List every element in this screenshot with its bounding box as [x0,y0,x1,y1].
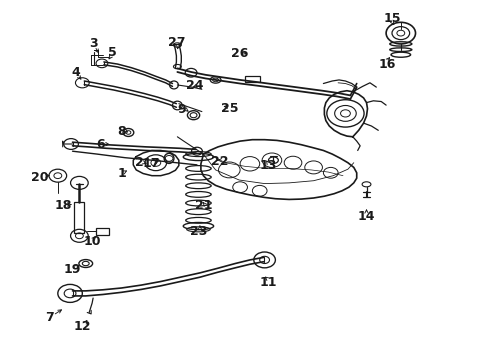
Text: 15: 15 [383,12,401,25]
Text: 8: 8 [117,125,126,138]
Text: 7: 7 [45,311,53,324]
Text: 4: 4 [72,66,80,78]
Text: 27: 27 [168,36,185,49]
Text: 6: 6 [96,138,105,151]
Bar [96,228,109,235]
Text: 18: 18 [55,199,73,212]
Text: 11: 11 [260,276,277,289]
Text: 1: 1 [117,167,126,180]
Text: 2: 2 [135,156,144,169]
Text: 17: 17 [142,157,160,170]
Text: 10: 10 [83,235,101,248]
Text: 23: 23 [190,225,207,238]
Text: 16: 16 [378,58,396,71]
Text: 24: 24 [186,79,204,92]
Text: 13: 13 [260,159,277,172]
Text: 20: 20 [31,171,49,184]
Bar [74,202,84,233]
Text: 5: 5 [108,46,117,59]
Bar [245,76,260,82]
Text: 25: 25 [220,102,238,114]
Text: 21: 21 [195,199,212,212]
Text: 14: 14 [358,210,375,223]
Text: 26: 26 [231,47,249,60]
Text: 12: 12 [74,320,91,333]
Text: 19: 19 [64,263,81,276]
Text: 9: 9 [177,103,186,116]
Text: 3: 3 [89,37,98,50]
Text: 22: 22 [211,155,228,168]
